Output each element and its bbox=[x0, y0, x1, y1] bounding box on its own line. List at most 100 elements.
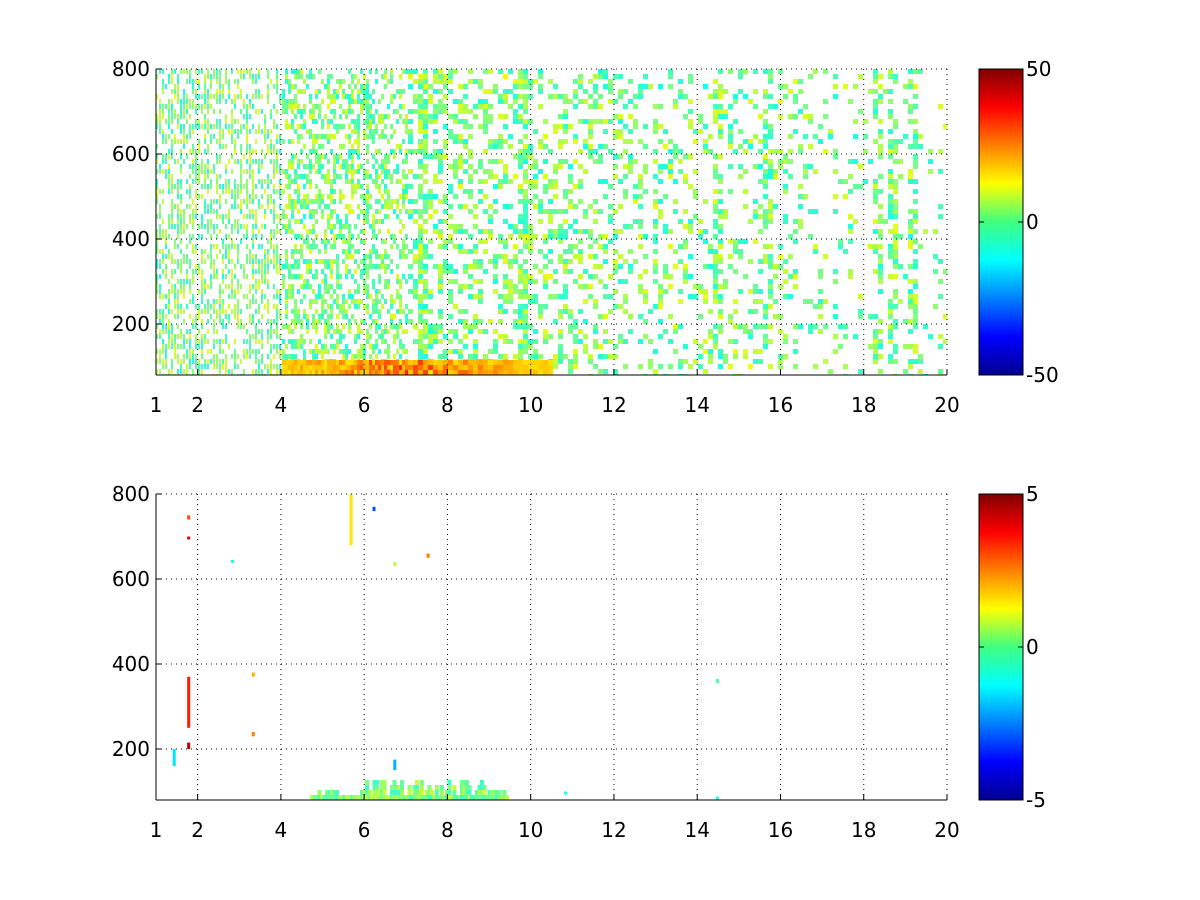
heatmap-cell bbox=[483, 109, 488, 114]
heatmap-cell bbox=[294, 114, 297, 119]
heatmap-cell bbox=[321, 214, 324, 219]
heatmap-cell bbox=[442, 795, 447, 800]
heatmap-cell bbox=[351, 94, 354, 99]
heatmap-cell bbox=[285, 344, 288, 349]
heatmap-cell bbox=[345, 109, 348, 114]
heatmap-cell bbox=[234, 314, 236, 319]
heatmap-cell bbox=[598, 354, 603, 359]
heatmap-cell bbox=[418, 254, 423, 259]
heatmap-cell bbox=[258, 229, 260, 234]
heatmap-cell bbox=[888, 304, 893, 309]
heatmap-cell bbox=[718, 94, 723, 99]
heatmap-cell bbox=[243, 169, 245, 174]
heatmap-cell bbox=[548, 259, 553, 264]
heatmap-cell bbox=[873, 89, 878, 94]
heatmap-cell bbox=[357, 214, 360, 219]
heatmap-cell bbox=[523, 174, 528, 179]
heatmap-cell bbox=[598, 159, 603, 164]
heatmap-cell bbox=[231, 274, 233, 279]
heatmap-cell bbox=[276, 109, 278, 114]
heatmap-cell bbox=[261, 149, 263, 154]
heatmap-cell bbox=[473, 204, 478, 209]
heatmap-cell bbox=[306, 194, 309, 199]
heatmap-cell bbox=[428, 239, 433, 244]
heatmap-cell bbox=[713, 299, 718, 304]
heatmap-cell bbox=[768, 304, 773, 309]
heatmap-cell bbox=[183, 229, 185, 234]
heatmap-cell bbox=[433, 149, 438, 154]
heatmap-cell bbox=[168, 304, 170, 309]
heatmap-cell bbox=[423, 109, 428, 114]
heatmap-cell bbox=[207, 99, 209, 104]
heatmap-cell bbox=[321, 209, 324, 214]
heatmap-cell bbox=[673, 154, 678, 159]
heatmap-cell bbox=[246, 259, 248, 264]
heatmap-cell bbox=[508, 284, 513, 289]
heatmap-cell bbox=[558, 94, 563, 99]
heatmap-cell bbox=[330, 324, 333, 329]
heatmap-cell bbox=[303, 119, 306, 124]
heatmap-cell bbox=[598, 234, 603, 239]
heatmap-cell bbox=[698, 344, 703, 349]
heatmap-cell bbox=[428, 309, 433, 314]
heatmap-cell bbox=[234, 119, 236, 124]
heatmap-cell bbox=[177, 124, 179, 129]
heatmap-cell bbox=[477, 790, 482, 795]
heatmap-cell bbox=[563, 114, 568, 119]
heatmap-cell bbox=[318, 199, 321, 204]
heatmap-cell bbox=[210, 179, 212, 184]
heatmap-cell bbox=[369, 259, 372, 264]
heatmap-cell bbox=[863, 134, 868, 139]
heatmap-cell bbox=[234, 364, 236, 369]
heatmap-cell bbox=[518, 159, 523, 164]
heatmap-cell bbox=[703, 144, 708, 149]
heatmap-cell bbox=[261, 339, 263, 344]
heatmap-cell bbox=[357, 334, 360, 339]
heatmap-cell bbox=[321, 344, 324, 349]
heatmap-cell bbox=[467, 785, 472, 790]
heatmap-cell bbox=[803, 169, 808, 174]
heatmap-cell bbox=[225, 364, 227, 369]
heatmap-cell bbox=[288, 269, 291, 274]
heatmap-cell bbox=[216, 339, 218, 344]
heatmap-cell bbox=[538, 169, 543, 174]
heatmap-cell bbox=[219, 314, 221, 319]
heatmap-cell bbox=[363, 129, 366, 134]
heatmap-cell bbox=[204, 114, 206, 119]
heatmap-cell bbox=[339, 154, 342, 159]
heatmap-cell bbox=[342, 144, 345, 149]
heatmap-cell bbox=[913, 344, 918, 349]
heatmap-cell bbox=[171, 154, 173, 159]
heatmap-cell bbox=[738, 164, 743, 169]
heatmap-cell bbox=[312, 319, 315, 324]
heatmap-cell bbox=[177, 304, 179, 309]
heatmap-cell bbox=[463, 189, 468, 194]
heatmap-cell bbox=[399, 254, 402, 259]
heatmap-cell bbox=[159, 189, 161, 194]
heatmap-cell bbox=[913, 219, 918, 224]
heatmap-cell bbox=[246, 229, 248, 234]
heatmap-cell bbox=[372, 785, 377, 790]
heatmap-cell bbox=[653, 119, 658, 124]
heatmap-cell bbox=[297, 89, 300, 94]
heatmap-cell bbox=[171, 329, 173, 334]
heatmap-cell bbox=[673, 149, 678, 154]
heatmap-cell bbox=[324, 299, 327, 304]
heatmap-cell bbox=[276, 124, 278, 129]
heatmap-cell bbox=[608, 339, 613, 344]
heatmap-cell bbox=[418, 249, 423, 254]
heatmap-cell bbox=[198, 144, 200, 149]
heatmap-cell bbox=[330, 259, 333, 264]
heatmap-cell bbox=[231, 289, 233, 294]
heatmap-cell bbox=[367, 790, 372, 795]
heatmap-cell bbox=[408, 365, 413, 370]
heatmap-cell bbox=[863, 179, 868, 184]
heatmap-cell bbox=[345, 344, 348, 349]
heatmap-cell bbox=[342, 259, 345, 264]
heatmap-cell bbox=[255, 299, 257, 304]
heatmap-cell bbox=[493, 159, 498, 164]
heatmap-cell bbox=[273, 159, 275, 164]
heatmap-cell bbox=[336, 365, 339, 370]
heatmap-cell bbox=[303, 199, 306, 204]
heatmap-cell bbox=[291, 370, 294, 375]
